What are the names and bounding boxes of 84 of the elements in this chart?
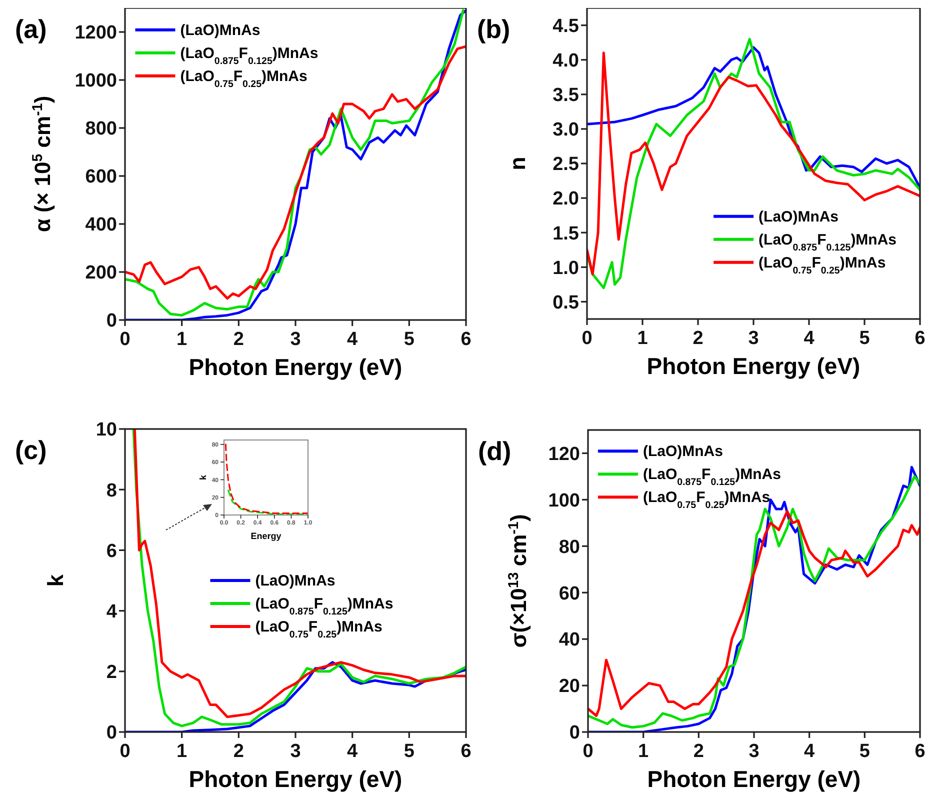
chart-title: (a): [15, 14, 47, 44]
line-series: [227, 490, 308, 515]
y-tick-label: 4.5: [552, 16, 580, 37]
legend-label: (LaO)MnAs: [642, 443, 723, 460]
x-axis-title: Photon Energy (eV): [647, 766, 861, 792]
chart-title: (d): [478, 436, 512, 466]
x-tick-label: 6: [914, 741, 926, 762]
y-tick-label: 60: [558, 583, 580, 604]
x-tick-label: 5: [404, 741, 415, 762]
line-series: [125, 45, 466, 300]
x-tick-label: 2: [693, 741, 704, 762]
x-tick-label: 4: [804, 741, 816, 762]
x-tick-label: 4: [347, 741, 358, 762]
chart-title: (c): [15, 435, 47, 465]
legend-label: (LaO$_{0.75}$F$_{0.25}$)MnAs: [758, 254, 886, 276]
x-tick-label: 2: [233, 741, 244, 762]
y-tick-label: 2.0: [552, 188, 579, 210]
y-tick-label: 800: [85, 118, 117, 140]
y-tick-label: 400: [85, 214, 117, 236]
legend-label: (LaO$_{0.75}$F$_{0.25}$)MnAs: [180, 68, 308, 90]
legend-label: (LaO$_{0.875}$F$_{0.125}$)MnAs: [180, 44, 318, 66]
y-tick-label: 4: [106, 601, 118, 622]
y-tick-label: 8: [106, 480, 117, 502]
y-tick-label: 1.0: [552, 258, 579, 279]
x-tick-label: 0: [120, 741, 130, 762]
x-tick-label: 1: [176, 741, 188, 762]
y-tick-label: 200: [85, 262, 117, 284]
line-series: [224, 444, 308, 514]
x-tick-label: 4: [347, 329, 358, 350]
chart-title: (b): [477, 14, 510, 44]
x-tick-label: 1: [637, 328, 648, 349]
legend-label: (LaO$_{0.875}$F$_{0.125}$)MnAs: [642, 466, 781, 488]
legend-label: (LaO$_{0.75}$F$_{0.25}$)MnAs: [642, 489, 770, 511]
y-tick-label: 2.5: [552, 154, 580, 176]
y-axis-title: k: [43, 574, 68, 587]
line-series: [588, 510, 920, 717]
y-tick-label: 1.5: [552, 223, 580, 244]
x-tick-label: 0: [582, 741, 594, 762]
x-tick-label: 2: [233, 329, 244, 350]
y-tick-label: 10: [96, 420, 117, 441]
y-tick-label: 40: [558, 630, 580, 651]
x-tick-label: 3: [290, 741, 301, 762]
legend-label: (LaO)MnAs: [255, 572, 336, 590]
x-axis-title: Photon Energy (eV): [188, 766, 402, 792]
x-tick-label: 5: [859, 741, 870, 762]
legend-label: (LaO)MnAs: [180, 22, 260, 39]
x-tick-label: 2: [692, 328, 704, 349]
x-tick-label: 4: [804, 328, 815, 349]
y-tick-label: 20: [558, 676, 580, 698]
y-tick-label: 4.0: [552, 50, 579, 72]
y-tick-label: 1000: [74, 70, 117, 92]
x-tick-label: 6: [460, 329, 472, 350]
x-tick-label: 0: [120, 329, 130, 350]
y-tick-label: 0: [569, 722, 580, 744]
legend-label: (LaO$_{0.875}$F$_{0.125}$)MnAs: [758, 231, 897, 253]
legend-label: (LaO$_{0.875}$F$_{0.125}$)MnAs: [255, 596, 394, 617]
y-tick-label: 120: [548, 444, 580, 465]
legend-label: (LaO)MnAs: [758, 208, 839, 226]
x-tick-label: 3: [748, 741, 760, 762]
x-tick-label: 5: [404, 329, 415, 350]
y-axis-title: n: [505, 156, 530, 170]
y-tick-label: 600: [85, 166, 117, 188]
y-tick-label: 3.0: [552, 120, 579, 141]
x-axis-title: Photon Energy (eV): [646, 353, 860, 379]
x-axis-title: Energy: [250, 531, 282, 541]
x-tick-label: 1: [638, 741, 650, 762]
y-tick-label: 0: [106, 310, 117, 332]
y-tick-label: 2: [106, 662, 117, 684]
x-tick-label: 1: [176, 329, 188, 350]
x-tick-label: 3: [748, 328, 759, 349]
y-tick-label: 0.5: [552, 292, 580, 314]
y-tick-label: 1200: [74, 22, 117, 44]
y-tick-label: 3.5: [552, 85, 580, 106]
y-tick-label: 80: [558, 536, 580, 558]
y-axis-title: k: [198, 474, 208, 480]
x-tick-label: 3: [290, 329, 301, 350]
y-tick-label: 100: [548, 490, 580, 512]
x-axis-title: Photon Energy (eV): [188, 354, 402, 380]
x-tick-label: 5: [859, 328, 870, 349]
x-tick-label: 6: [914, 328, 926, 349]
x-tick-label: 6: [460, 741, 472, 762]
y-tick-label: 6: [106, 540, 117, 562]
legend-label: (LaO$_{0.75}$F$_{0.25}$)MnAs: [255, 618, 382, 640]
y-tick-label: 0: [106, 722, 117, 744]
